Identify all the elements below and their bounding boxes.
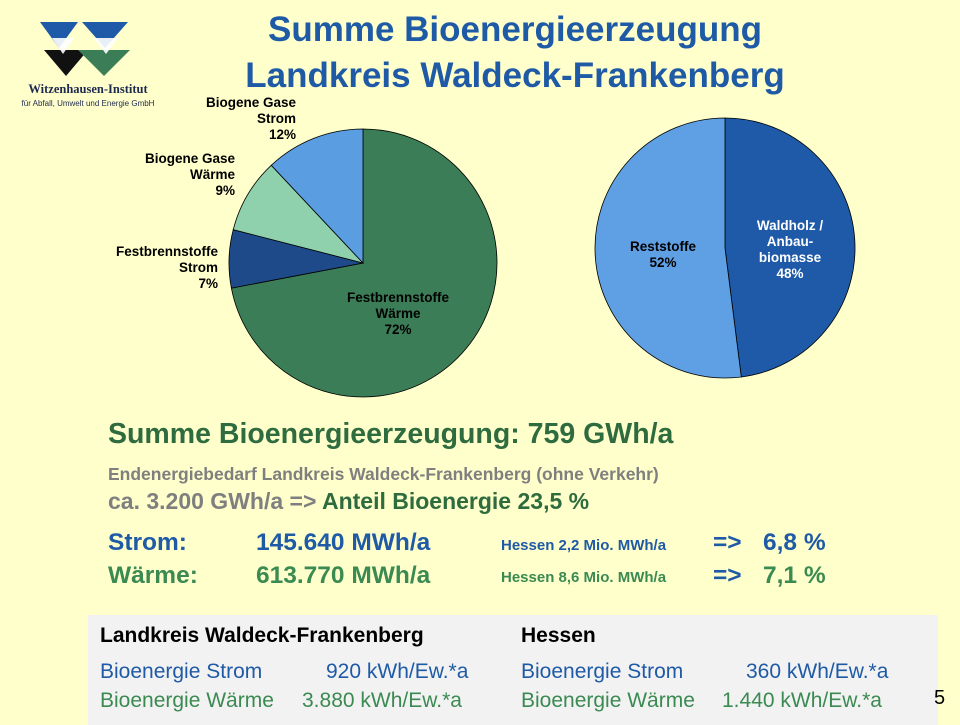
logo-name: Witzenhausen-Institut xyxy=(28,82,148,96)
right-strom-label: Bioenergie Strom xyxy=(521,660,684,683)
slice-waldholz-anbaubiomasse xyxy=(724,117,856,378)
comparison-table xyxy=(88,615,938,725)
waerme-label: Wärme: xyxy=(108,562,198,589)
page-number: 5 xyxy=(934,687,946,709)
share-label: Anteil Bioenergie xyxy=(321,488,512,514)
waerme-hessen: Hessen 8,6 Mio. MWh/a xyxy=(501,569,667,586)
logo-graphic xyxy=(40,22,130,76)
pie-chart-energy-types xyxy=(228,128,498,398)
label-biogene-gase-waerme: Biogene Gase Wärme 9% xyxy=(144,151,235,198)
logo: Witzenhausen-Institut für Abfall, Umwelt… xyxy=(8,82,168,108)
share-line: ca. 3.200 GWh/a => Anteil Bioenergie 23,… xyxy=(108,488,589,515)
need-value: ca. 3.200 GWh/a => xyxy=(108,488,317,514)
slice-biogene-gase-strom xyxy=(270,128,364,265)
strom-hessen: Hessen 2,2 Mio. MWh/a xyxy=(501,537,667,554)
right-strom-value: 360 kWh/Ew.*a xyxy=(746,660,889,683)
waerme-value: 613.770 MWh/a xyxy=(256,562,431,589)
page-title-line2: Landkreis Waldeck-Frankenberg xyxy=(245,56,785,95)
need-line: Endenergiebedarf Landkreis Waldeck-Frank… xyxy=(108,464,659,484)
strom-percent: 6,8 % xyxy=(763,529,826,556)
label-biogene-gase-strom: Biogene Gase Strom 12% xyxy=(205,95,296,142)
label-festbrennstoffe-strom: Festbrennstoffe Strom 7% xyxy=(115,244,218,291)
slice-festbrennstoffe-waerme xyxy=(230,128,498,398)
label-reststoffe: Reststoffe 52% xyxy=(629,239,696,270)
left-waerme-value: 3.880 kWh/Ew.*a xyxy=(302,689,462,712)
strom-label: Strom: xyxy=(108,529,187,556)
left-strom-value: 920 kWh/Ew.*a xyxy=(326,660,469,683)
label-festbrennstoffe-waerme: Festbrennstoffe Wärme 72% xyxy=(346,290,449,337)
table-right-header: Hessen xyxy=(521,624,596,647)
waerme-arrow: => xyxy=(713,562,742,589)
label-waldholz: Waldholz / Anbau- biomasse 48% xyxy=(756,218,824,281)
share-value: 23,5 % xyxy=(517,488,590,514)
slice-reststoffe xyxy=(594,117,742,379)
left-waerme-label: Bioenergie Wärme xyxy=(100,689,274,712)
page-title-line1: Summe Bioenergieerzeugung xyxy=(268,10,762,49)
pie-chart-sources xyxy=(594,117,856,379)
table-left-header: Landkreis Waldeck-Frankenberg xyxy=(100,624,424,647)
strom-arrow: => xyxy=(713,529,742,556)
logo-subtitle: für Abfall, Umwelt und Energie GmbH xyxy=(21,99,155,108)
right-waerme-label: Bioenergie Wärme xyxy=(521,689,695,712)
right-waerme-value: 1.440 kWh/Ew.*a xyxy=(722,689,882,712)
total-summary: Summe Bioenergieerzeugung: 759 GWh/a xyxy=(108,418,674,450)
left-strom-label: Bioenergie Strom xyxy=(100,660,263,683)
waerme-percent: 7,1 % xyxy=(763,562,826,589)
strom-value: 145.640 MWh/a xyxy=(256,529,431,556)
